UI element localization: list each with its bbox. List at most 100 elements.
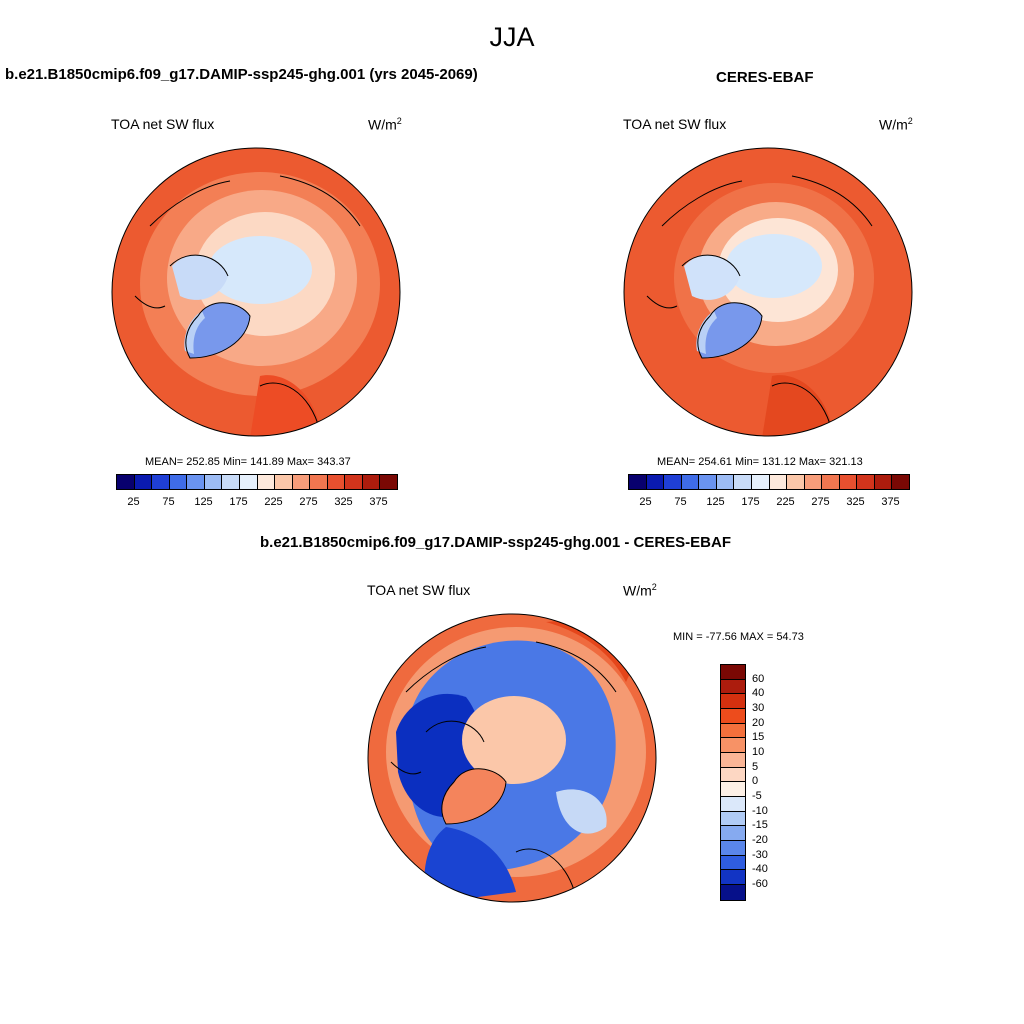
model-coastline <box>134 175 361 432</box>
colorbar-swatch <box>310 475 328 489</box>
colorbar-swatch <box>345 475 363 489</box>
colorbar-tick-label: 10 <box>752 746 765 759</box>
colorbar-tick-label: 225 <box>776 496 795 508</box>
model-greenland-rim <box>184 311 205 354</box>
colorbar-swatch <box>721 708 745 724</box>
colorbar-tick-label: 325 <box>334 496 353 508</box>
colorbar-swatch <box>839 475 858 489</box>
colorbar-tick-label: 275 <box>299 496 318 508</box>
colorbar-swatch <box>874 475 893 489</box>
colorbar-swatch <box>239 475 258 489</box>
colorbar-swatch <box>721 840 745 856</box>
colorbar-tick-label: 5 <box>752 760 759 773</box>
colorbar-swatch <box>721 665 745 680</box>
diff-arctic-positive <box>462 696 566 784</box>
model-map-border <box>111 147 401 437</box>
colorbar-swatch <box>362 475 381 489</box>
colorbar-swatch <box>721 870 745 885</box>
obs-units-label: W/m2 <box>879 116 913 133</box>
model-canadian-archipelago <box>172 255 228 300</box>
colorbar-tick-label: 125 <box>194 496 213 508</box>
colorbar-tick-label: 25 <box>127 496 140 508</box>
colorbar-tick-label: 30 <box>752 702 765 714</box>
colorbar-tick-label: 375 <box>369 496 388 508</box>
colorbar-tick-label: -15 <box>752 819 768 832</box>
model-variable-label: TOA net SW flux <box>111 116 215 132</box>
colorbar-swatch <box>721 855 745 871</box>
diff-units-label: W/m2 <box>623 582 657 599</box>
colorbar-swatch <box>646 475 665 489</box>
colorbar-swatch <box>169 475 188 489</box>
colorbar-swatch <box>721 752 745 768</box>
colorbar-tick-label: -60 <box>752 878 768 891</box>
colorbar-swatch <box>721 826 745 841</box>
colorbar-tick-label: -20 <box>752 834 768 847</box>
colorbar-swatch <box>327 475 346 489</box>
diff-coastline <box>390 641 617 898</box>
colorbar-swatch <box>134 475 153 489</box>
colorbar-swatch <box>716 475 735 489</box>
colorbar-swatch <box>822 475 840 489</box>
colorbar-swatch <box>257 475 276 489</box>
colorbar-swatch <box>751 475 770 489</box>
obs-coastline <box>646 175 873 432</box>
colorbar-swatch <box>734 475 752 489</box>
colorbar-swatch <box>681 475 700 489</box>
colorbar-tick-label: 175 <box>741 496 760 508</box>
diff-light-negative <box>556 789 607 834</box>
diff-colorbar <box>720 664 746 901</box>
model-scandinavia-high <box>250 375 320 436</box>
colorbar-tick-label: -10 <box>752 804 768 817</box>
obs-colorbar <box>628 474 910 490</box>
model-units-label: W/m2 <box>368 116 402 133</box>
obs-stats: MEAN= 254.61 Min= 131.12 Max= 321.13 <box>657 456 863 468</box>
colorbar-tick-label: 125 <box>706 496 725 508</box>
colorbar-tick-label: -40 <box>752 863 768 876</box>
diff-map-border <box>367 613 657 903</box>
obs-arctic-ice <box>726 234 822 298</box>
colorbar-tick-label: 15 <box>752 731 765 744</box>
colorbar-swatch <box>721 738 745 753</box>
obs-greenland-rim <box>696 311 717 354</box>
colorbar-swatch <box>699 475 717 489</box>
colorbar-swatch <box>721 782 745 797</box>
colorbar-swatch <box>292 475 311 489</box>
model-arctic-ice <box>208 236 312 304</box>
colorbar-swatch <box>380 475 397 489</box>
model-colorbar <box>116 474 398 490</box>
colorbar-swatch <box>204 475 223 489</box>
colorbar-tick-label: 75 <box>674 496 687 508</box>
colorbar-tick-label: 275 <box>811 496 830 508</box>
diff-variable-label: TOA net SW flux <box>367 582 471 598</box>
colorbar-swatch <box>117 475 135 489</box>
colorbar-tick-label: 40 <box>752 687 765 700</box>
colorbar-tick-label: 0 <box>752 775 759 788</box>
colorbar-swatch <box>721 723 745 739</box>
colorbar-tick-label: 175 <box>229 496 248 508</box>
colorbar-swatch <box>629 475 647 489</box>
colorbar-swatch <box>892 475 909 489</box>
colorbar-tick-label: 25 <box>639 496 652 508</box>
model-polar-map <box>111 147 401 437</box>
figure-title: JJA <box>489 22 535 52</box>
obs-map-border <box>623 147 913 437</box>
obs-scandinavia-high <box>762 375 832 436</box>
colorbar-swatch <box>664 475 682 489</box>
colorbar-tick-label: 375 <box>881 496 900 508</box>
colorbar-swatch <box>804 475 823 489</box>
colorbar-swatch <box>721 694 745 709</box>
colorbar-tick-label: -5 <box>752 790 762 803</box>
diff-stats: MIN = -77.56 MAX = 54.73 <box>673 631 804 643</box>
colorbar-swatch <box>152 475 170 489</box>
colorbar-swatch <box>275 475 293 489</box>
colorbar-tick-label: 75 <box>162 496 175 508</box>
colorbar-tick-label: 20 <box>752 716 765 729</box>
model-stats: MEAN= 252.85 Min= 141.89 Max= 343.37 <box>145 456 351 468</box>
colorbar-tick-label: 60 <box>752 672 765 685</box>
colorbar-swatch <box>857 475 875 489</box>
colorbar-swatch <box>721 796 745 812</box>
diff-panel-title: b.e21.B1850cmip6.f09_g17.DAMIP-ssp245-gh… <box>260 534 731 551</box>
obs-panel-title: CERES-EBAF <box>716 69 814 86</box>
obs-canadian-archipelago <box>684 255 740 300</box>
colorbar-swatch <box>721 679 745 695</box>
